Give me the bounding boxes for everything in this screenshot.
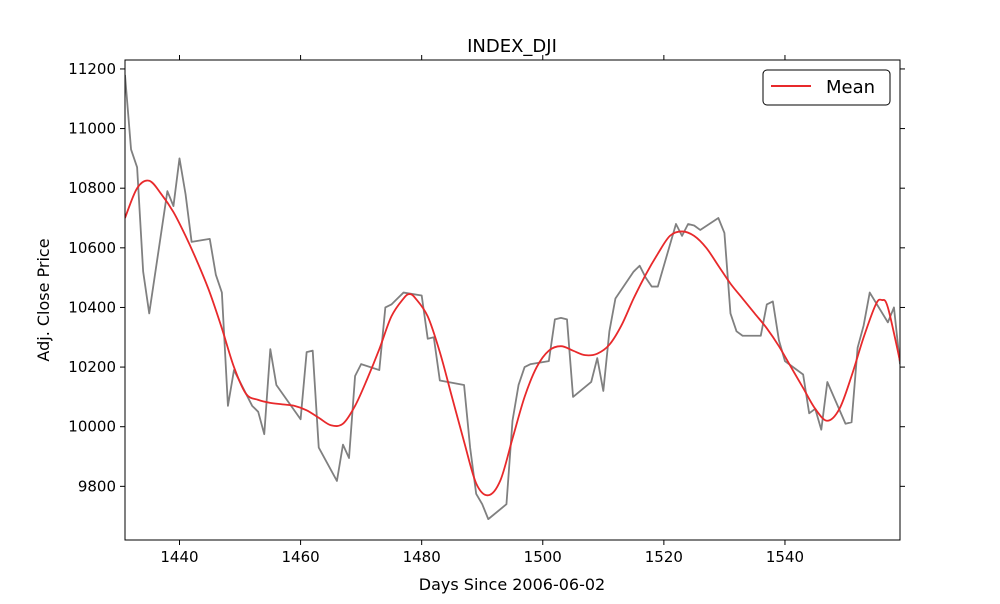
x-tick-label: 1480 [403, 548, 441, 566]
chart-title: INDEX_DJI [467, 36, 557, 57]
tick-layer: 1440 1460 1480 1500 1520 1540 9800 10000 10200 10… [68, 55, 905, 566]
x-tick-label: 1440 [160, 548, 198, 566]
y-tick-label: 11200 [68, 60, 116, 78]
y-tick-label: 10600 [68, 239, 116, 257]
x-tick-label: 1540 [766, 548, 804, 566]
x-tick-label: 1520 [645, 548, 683, 566]
x-tick-label: 1460 [281, 548, 319, 566]
y-tick-label: 10000 [68, 418, 116, 436]
legend-label-mean: Mean [826, 77, 875, 98]
y-tick-label: 11000 [68, 120, 116, 138]
y-axis-label: Adj. Close Price [34, 238, 53, 361]
x-axis-label: Days Since 2006-06-02 [419, 575, 605, 594]
plot-frame [124, 59, 901, 541]
legend: Mean [762, 69, 891, 106]
y-tick-label: 10400 [68, 298, 116, 316]
x-tick-label: 1500 [524, 548, 562, 566]
series-line-price [125, 74, 900, 521]
series-line-mean [125, 179, 900, 497]
y-tick-label: 10200 [68, 358, 116, 376]
y-tick-label: 9800 [78, 477, 116, 495]
y-tick-label: 10800 [68, 179, 116, 197]
plot-layer [125, 74, 900, 521]
legend-box [762, 69, 891, 106]
